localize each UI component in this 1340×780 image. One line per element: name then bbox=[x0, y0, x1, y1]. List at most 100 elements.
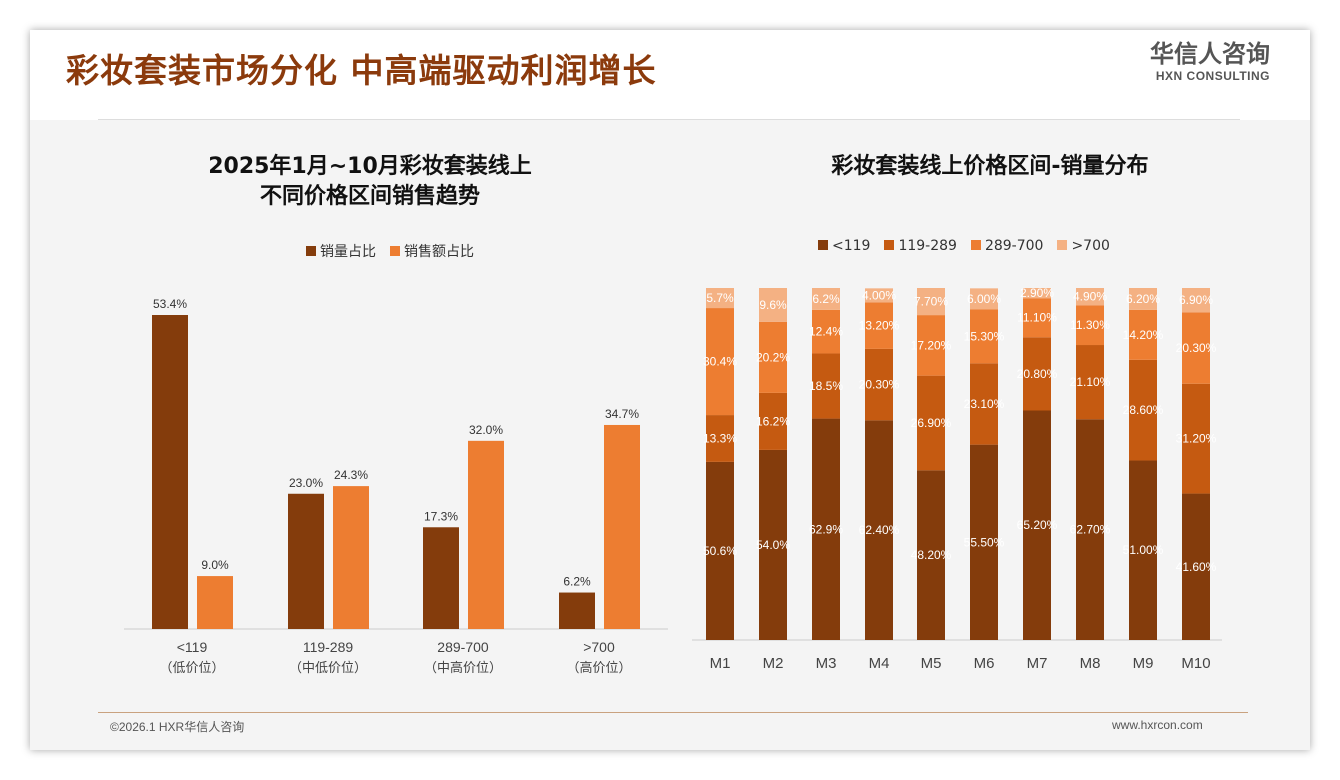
stacked-segment bbox=[1129, 359, 1157, 461]
stacked-segment bbox=[970, 444, 998, 640]
segment-label: 12.4% bbox=[809, 325, 843, 339]
stacked-segment bbox=[917, 315, 945, 376]
data-label: 23.0% bbox=[289, 476, 323, 490]
stacked-segment bbox=[1129, 309, 1157, 360]
stacked-segment bbox=[812, 353, 840, 419]
segment-label: 55.50% bbox=[964, 535, 1005, 549]
segment-label: 31.20% bbox=[1176, 432, 1217, 446]
stacked-segment bbox=[1076, 345, 1104, 420]
stacked-segment bbox=[970, 288, 998, 310]
segment-label: 62.40% bbox=[859, 523, 900, 537]
header-divider bbox=[98, 119, 1240, 120]
segment-label: 2.90% bbox=[1020, 286, 1054, 300]
stacked-segment bbox=[706, 288, 734, 309]
stacked-segment bbox=[706, 461, 734, 640]
stacked-segment bbox=[759, 321, 787, 393]
logo-cn: 华信人咨询 bbox=[1150, 41, 1270, 68]
page-title: 彩妆套装市场分化 中高端驱动利润增长 bbox=[66, 51, 657, 90]
stacked-segment bbox=[812, 309, 840, 354]
stacked-segment bbox=[706, 415, 734, 462]
stacked-segment bbox=[917, 470, 945, 640]
bar-volume bbox=[288, 493, 324, 629]
legend-item: 289-700 bbox=[970, 238, 1044, 254]
segment-label: 5.7% bbox=[706, 291, 734, 305]
segment-label: 62.70% bbox=[1070, 523, 1111, 537]
data-label: 17.3% bbox=[424, 509, 458, 523]
legend-item: >700 bbox=[1057, 238, 1110, 254]
segment-label: 20.80% bbox=[1017, 367, 1058, 381]
logo-en: HXN CONSULTING bbox=[1155, 69, 1270, 83]
stacked-segment bbox=[812, 418, 840, 640]
segment-label: 30.4% bbox=[703, 355, 737, 369]
segment-label: 23.10% bbox=[964, 397, 1005, 411]
stacked-segment bbox=[865, 302, 893, 349]
stacked-segment bbox=[1023, 410, 1051, 640]
x-tick-label: 289-700 bbox=[437, 639, 489, 655]
segment-label: 11.10% bbox=[1017, 311, 1057, 325]
stacked-segment bbox=[812, 288, 840, 310]
segment-label: 50.6% bbox=[703, 544, 737, 558]
x-tick-sublabel: （中低价位） bbox=[289, 661, 367, 676]
segment-label: 16.2% bbox=[756, 414, 790, 428]
bar-volume bbox=[423, 527, 459, 629]
segment-label: 20.2% bbox=[756, 350, 790, 364]
stacked-segment bbox=[1182, 288, 1210, 313]
stacked-segment bbox=[865, 348, 893, 421]
segment-label: 17.20% bbox=[911, 338, 952, 352]
legend-label: 119-289 bbox=[898, 238, 957, 254]
segment-label: 62.9% bbox=[809, 522, 843, 536]
x-tick-label: <119 bbox=[177, 639, 208, 655]
segment-label: 14.20% bbox=[1123, 328, 1164, 342]
stacked-segment bbox=[759, 449, 787, 640]
stacked-segment bbox=[1182, 312, 1210, 384]
stacked-segment bbox=[1076, 305, 1104, 346]
segment-label: 11.30% bbox=[1070, 318, 1110, 332]
x-tick-label: M4 bbox=[869, 655, 890, 672]
stacked-segment bbox=[865, 420, 893, 640]
stacked-segment bbox=[970, 363, 998, 445]
stacked-segment bbox=[1023, 298, 1051, 338]
x-tick-label: M10 bbox=[1181, 655, 1210, 672]
segment-label: 65.20% bbox=[1017, 518, 1058, 532]
stacked-segment bbox=[1182, 383, 1210, 494]
segment-label: 13.20% bbox=[859, 319, 900, 333]
x-tick-label: M5 bbox=[921, 655, 942, 672]
legend-label: <119 bbox=[832, 238, 871, 254]
x-tick-sublabel: （中高价位） bbox=[424, 660, 502, 676]
legend-item: 119-289 bbox=[884, 238, 957, 254]
stacked-segment bbox=[917, 375, 945, 471]
stacked-segment bbox=[759, 288, 787, 322]
segment-label: 7.70% bbox=[914, 295, 948, 309]
legend-label: 289-700 bbox=[984, 238, 1044, 254]
data-label: 53.4% bbox=[153, 297, 187, 311]
x-tick-label: M3 bbox=[816, 655, 837, 672]
footer-divider bbox=[98, 712, 1248, 713]
stacked-segment bbox=[1076, 419, 1104, 640]
segment-label: 21.10% bbox=[1070, 375, 1111, 389]
segment-label: 28.60% bbox=[1123, 403, 1164, 417]
segment-label: 9.6% bbox=[759, 298, 787, 312]
bar-volume bbox=[559, 592, 595, 629]
legend-item-revenue: 销售额占比 bbox=[390, 241, 474, 261]
stacked-segment bbox=[917, 288, 945, 316]
segment-label: 13.3% bbox=[703, 431, 737, 445]
footer-url: www.hxrcon.com bbox=[1112, 718, 1203, 732]
segment-label: 54.0% bbox=[756, 538, 790, 552]
segment-label: 6.00% bbox=[967, 292, 1001, 306]
stacked-segment bbox=[1129, 460, 1157, 640]
stacked-segment bbox=[759, 392, 787, 450]
legend-item: <119 bbox=[818, 238, 870, 254]
bar-revenue bbox=[197, 576, 233, 629]
stacked-segment bbox=[970, 309, 998, 364]
stacked-segment bbox=[1182, 493, 1210, 640]
segment-label: 18.5% bbox=[809, 379, 843, 393]
x-tick-label: >700 bbox=[583, 639, 615, 655]
stacked-segment bbox=[865, 288, 893, 303]
stacked-segment bbox=[706, 308, 734, 416]
segment-label: 26.90% bbox=[911, 416, 952, 430]
left-chart-title: 2025年1月~10月彩妆套装线上 不同价格区间销售趋势 bbox=[130, 152, 610, 212]
segment-label: 4.00% bbox=[862, 288, 896, 302]
stacked-segment bbox=[1023, 288, 1051, 299]
segment-label: 51.00% bbox=[1123, 543, 1164, 557]
